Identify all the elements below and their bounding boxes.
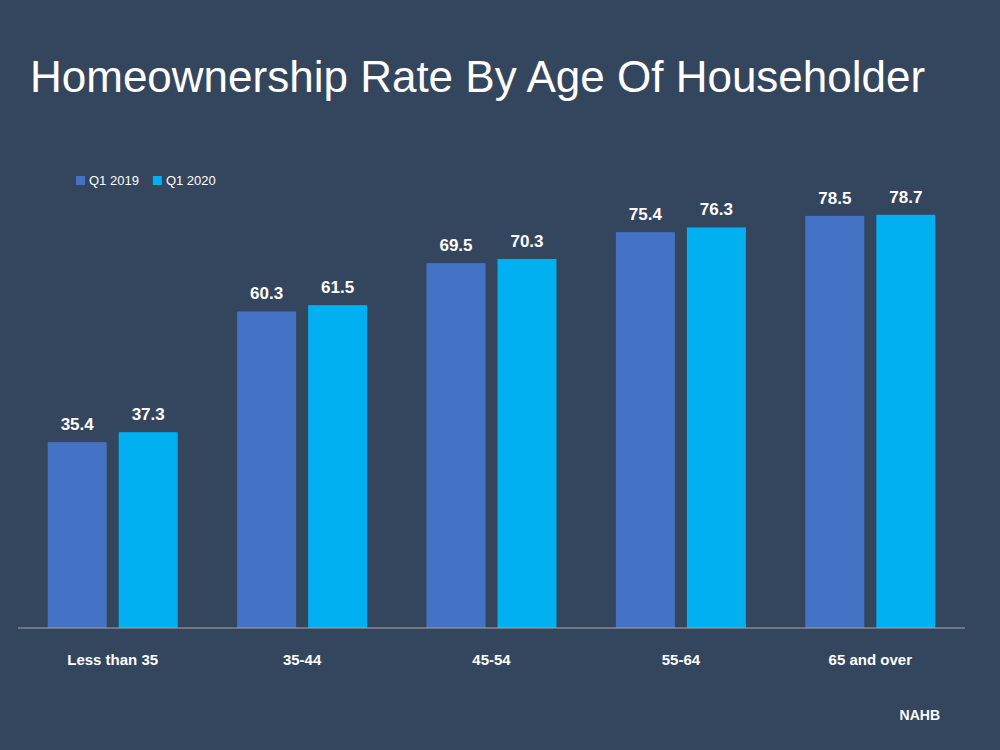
x-axis — [18, 628, 965, 629]
x-tick-label: Less than 35 — [67, 651, 158, 668]
bar — [427, 263, 486, 628]
x-tick-label: 45-54 — [472, 651, 511, 668]
data-label: 37.3 — [132, 405, 165, 424]
bar — [498, 259, 557, 628]
x-tick-label: 55-64 — [662, 651, 701, 668]
data-label: 60.3 — [250, 284, 283, 303]
bar — [876, 215, 935, 628]
bar — [687, 227, 746, 628]
data-label: 35.4 — [61, 415, 95, 434]
bar — [805, 216, 864, 628]
legend-swatch — [76, 176, 85, 185]
data-label: 78.7 — [889, 188, 922, 207]
bar — [308, 305, 367, 628]
bar — [616, 232, 675, 628]
bar — [237, 311, 296, 628]
data-label: 75.4 — [629, 205, 663, 224]
chart: Homeownership Rate By Age Of Householder… — [0, 0, 1000, 750]
legend-label: Q1 2020 — [166, 173, 216, 188]
background — [0, 0, 1000, 750]
legend-swatch — [153, 176, 162, 185]
source: NAHB — [900, 707, 940, 723]
data-label: 78.5 — [818, 189, 851, 208]
data-label: 61.5 — [321, 278, 354, 297]
data-label: 69.5 — [439, 236, 472, 255]
x-tick-label: 35-44 — [283, 651, 322, 668]
data-labels: 35.4 60.3 69.5 75.4 78.5 37.3 61.5 70.3 76.3 78.7 — [61, 188, 923, 434]
x-tick-label: 65 and over — [829, 651, 913, 668]
bar — [48, 442, 107, 628]
data-label: 70.3 — [510, 232, 543, 251]
bar — [119, 432, 178, 628]
data-label: 76.3 — [700, 200, 733, 219]
bars — [48, 215, 936, 628]
legend-label: Q1 2019 — [89, 173, 139, 188]
title: Homeownership Rate By Age Of Householder — [30, 52, 925, 101]
legend: Q1 2019 Q1 2020 — [76, 173, 216, 188]
